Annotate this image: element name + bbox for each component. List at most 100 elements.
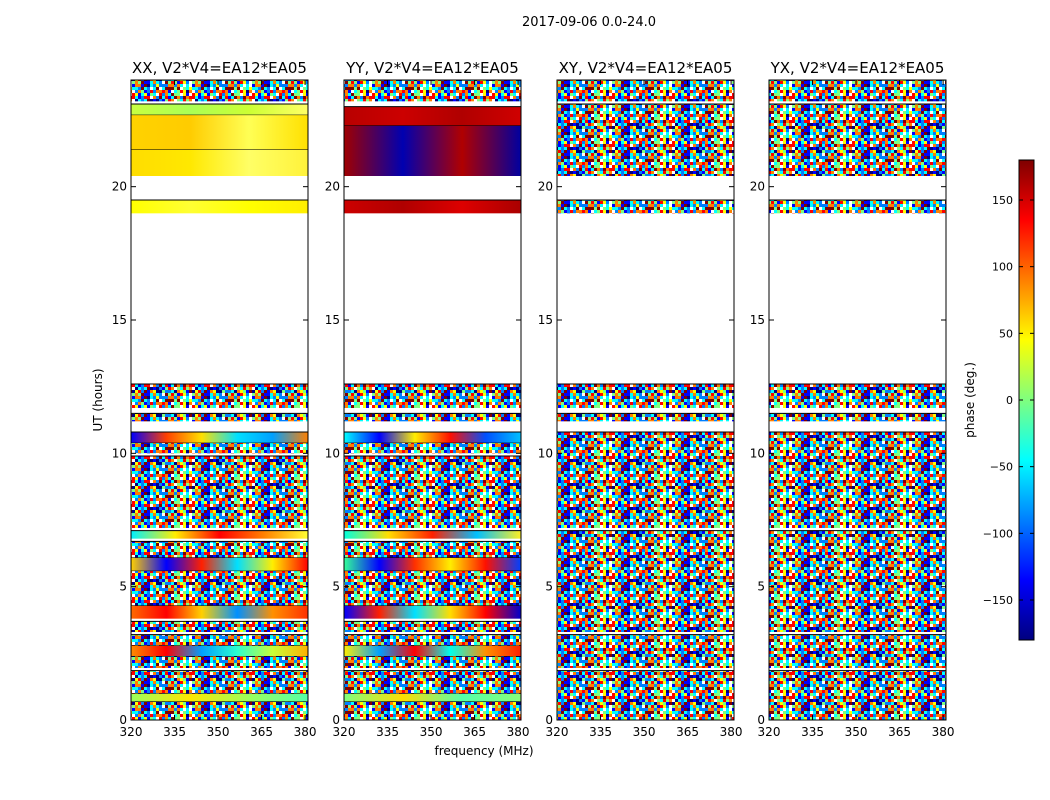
data-band-noise — [557, 530, 734, 632]
data-band-noise — [769, 432, 946, 528]
data-band-coherent — [344, 557, 521, 571]
data-band-coherent — [344, 645, 521, 656]
data-band-noise — [131, 621, 308, 632]
data-band-noise — [344, 634, 521, 646]
data-band-coherent — [344, 106, 521, 126]
y-tick-label: 0 — [757, 713, 765, 727]
colorbar-tick-label: 100 — [992, 261, 1013, 274]
data-band-coherent — [131, 114, 308, 150]
y-tick-label: 15 — [538, 313, 553, 327]
x-tick-label: 350 — [633, 725, 656, 739]
x-tick-label: 380 — [720, 725, 743, 739]
x-tick-label: 320 — [333, 725, 356, 739]
y-tick-label: 20 — [112, 180, 127, 194]
data-band-noise — [131, 80, 308, 102]
data-band-noise — [344, 656, 521, 668]
data-band-noise — [769, 80, 946, 102]
data-band-coherent — [131, 693, 308, 702]
data-band-noise — [131, 634, 308, 646]
x-tick-label: 365 — [463, 725, 486, 739]
panel-3: XY, V2*V4=EA12*EA05 320 335 350 365 380 0 5 10 15… — [538, 59, 743, 739]
x-tick-label: 365 — [676, 725, 699, 739]
colorbar-tick-label: 150 — [992, 194, 1013, 207]
y-tick-label: 20 — [750, 180, 765, 194]
data-band-noise — [344, 442, 521, 454]
data-band-coherent — [344, 605, 521, 619]
data-band-noise — [344, 701, 521, 720]
data-band-coherent — [131, 605, 308, 619]
y-tick-label: 20 — [538, 180, 553, 194]
x-tick-label: 380 — [294, 725, 317, 739]
data-band-coherent — [131, 432, 308, 443]
x-tick-label: 335 — [376, 725, 399, 739]
data-band-noise — [557, 432, 734, 528]
y-tick-label: 10 — [112, 446, 127, 460]
data-band-noise — [344, 670, 521, 694]
data-band-noise — [769, 670, 946, 720]
data-band-noise — [131, 570, 308, 606]
data-band-noise — [344, 456, 521, 528]
x-tick-label: 335 — [589, 725, 612, 739]
data-band-coherent — [344, 432, 521, 443]
data-band-noise — [557, 670, 734, 720]
data-band-noise — [344, 621, 521, 632]
data-band-noise — [557, 80, 734, 102]
colorbar-fill — [1019, 160, 1034, 640]
data-band-noise — [769, 634, 946, 668]
data-band-coherent — [131, 104, 308, 115]
y-tick-label: 20 — [325, 180, 340, 194]
panel-title: YY, V2*V4=EA12*EA05 — [345, 59, 519, 77]
panel-title: YX, V2*V4=EA12*EA05 — [770, 59, 945, 77]
data-band-noise — [344, 570, 521, 606]
x-tick-label: 320 — [758, 725, 781, 739]
y-tick-label: 15 — [112, 313, 127, 327]
colorbar-tick-label: −150 — [983, 594, 1013, 607]
data-band-noise — [557, 413, 734, 422]
y-tick-label: 15 — [325, 313, 340, 327]
x-tick-label: 350 — [207, 725, 230, 739]
data-band-coherent — [131, 557, 308, 571]
y-tick-label: 5 — [757, 580, 765, 594]
data-band-coherent — [344, 693, 521, 702]
x-tick-label: 335 — [801, 725, 824, 739]
data-band-noise — [769, 384, 946, 408]
x-tick-label: 380 — [932, 725, 955, 739]
data-band-noise — [557, 200, 734, 214]
data-band-noise — [131, 384, 308, 408]
data-band-noise — [344, 413, 521, 422]
x-tick-label: 350 — [420, 725, 443, 739]
data-band-noise — [557, 384, 734, 408]
axes-frame — [556, 79, 735, 721]
y-tick-label: 5 — [119, 580, 127, 594]
x-tick-label: 320 — [120, 725, 143, 739]
data-band-noise — [131, 413, 308, 422]
x-tick-label: 320 — [546, 725, 569, 739]
panel-title: XX, V2*V4=EA12*EA05 — [132, 59, 307, 77]
heatmap-panels: XX, V2*V4=EA12*EA05 320 335 350 365 380 0 5 10 15… — [112, 59, 955, 739]
data-band-coherent — [131, 149, 308, 176]
colorbar-tick-label: 0 — [1006, 394, 1013, 407]
data-band-noise — [131, 456, 308, 528]
data-band-noise — [344, 541, 521, 558]
y-tick-label: 0 — [545, 713, 553, 727]
colorbar-tick-label: −100 — [983, 527, 1013, 540]
data-band-noise — [131, 541, 308, 558]
data-band-noise — [131, 442, 308, 454]
data-band-noise — [557, 104, 734, 176]
colorbar-tick-label: 50 — [999, 327, 1013, 340]
data-band-noise — [557, 634, 734, 668]
panel-title: XY, V2*V4=EA12*EA05 — [559, 59, 733, 77]
data-band-noise — [769, 104, 946, 176]
y-tick-label: 5 — [332, 580, 340, 594]
colorbar-label: phase (deg.) — [963, 362, 977, 438]
x-tick-label: 380 — [507, 725, 530, 739]
panel-4: YX, V2*V4=EA12*EA05 320 335 350 365 380 0 5 10 15… — [750, 59, 955, 739]
axes-frame — [343, 79, 522, 721]
data-band-coherent — [344, 200, 521, 214]
x-axis-label: frequency (MHz) — [434, 744, 533, 758]
data-band-noise — [344, 80, 521, 102]
y-tick-label: 5 — [545, 580, 553, 594]
x-tick-label: 350 — [845, 725, 868, 739]
x-tick-label: 365 — [250, 725, 273, 739]
